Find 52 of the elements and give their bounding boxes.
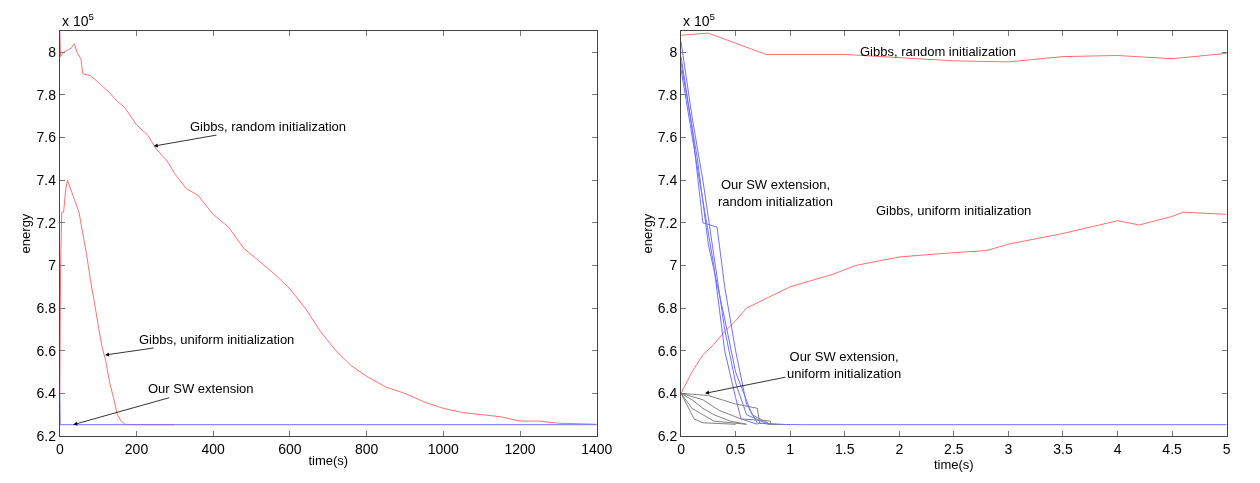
x-tick-label: 2 (895, 440, 904, 457)
y-tick-label: 6.4 (36, 385, 57, 402)
y-tick-label: 6.8 (36, 300, 57, 317)
x-tick-label: 1200 (504, 440, 536, 457)
x-tick-label: 1000 (427, 440, 460, 457)
annotation: Gibbs, random initialization (190, 119, 347, 134)
y-tick-label: 7.6 (657, 129, 678, 146)
x-axis-title: time(s) (933, 456, 974, 472)
y-axis-title: energy (18, 213, 34, 254)
y-tick-label: 7 (48, 257, 57, 274)
x-tick-label: 1.5 (834, 440, 855, 457)
x-tick-label: 0 (55, 440, 64, 457)
y-axis-title: energy (639, 213, 655, 254)
x-tick-label: 1 (786, 440, 795, 457)
x-tick-label: 5 (1222, 440, 1231, 457)
x-tick-label: 3 (1004, 440, 1013, 457)
annotation: Our SW extension, uniform initialization (787, 349, 902, 381)
y-tick-label: 6.2 (657, 427, 678, 444)
x-tick-label: 600 (278, 440, 302, 457)
x-axis-title: time(s) (308, 453, 349, 469)
y-tick-label: 6.6 (657, 342, 678, 359)
y-tick-label: 7.8 (657, 86, 678, 103)
annotation: Gibbs, random initialization (860, 44, 1017, 59)
x-tick-label: 0 (677, 440, 686, 457)
y-tick-label: 6.2 (36, 427, 57, 444)
y-tick-label: 8 (48, 44, 57, 61)
annotation: Gibbs, uniform initialization (876, 203, 1032, 218)
y-tick-label: 8 (669, 44, 678, 61)
y-tick-label: 7.2 (657, 214, 678, 231)
x-tick-label: 800 (354, 440, 379, 457)
y-tick-label: 7.6 (36, 129, 57, 146)
y-tick-label: 7.4 (36, 172, 57, 189)
x-tick-label: 3.5 (1053, 440, 1073, 457)
x-tick-label: 2.5 (944, 440, 964, 457)
annotation: Gibbs, uniform initialization (139, 332, 295, 347)
x-tick-label: 1400 (581, 440, 613, 457)
annotation: Our SW extension, random initialization (718, 177, 833, 209)
y-tick-label: 6.8 (657, 300, 678, 317)
x-tick-label: 4 (1113, 440, 1122, 457)
y-tick-label: 7.8 (36, 86, 57, 103)
y-tick-label: 7.4 (657, 172, 678, 189)
x-tick-label: 400 (201, 440, 226, 457)
text: x 10$^{5}$ (62, 11, 95, 29)
y-tick-label: 6.6 (36, 342, 57, 359)
x-tick-label: 4.5 (1162, 440, 1183, 457)
annotation: Our SW extension (148, 381, 254, 396)
y-tick-label: 7.2 (36, 214, 57, 231)
x-tick-label: 200 (124, 440, 149, 457)
y-tick-label: 7 (669, 257, 678, 274)
y-tick-label: 6.4 (657, 385, 678, 402)
x-tick-label: 0.5 (725, 440, 746, 457)
text: x 10$^{5}$ (683, 11, 716, 29)
